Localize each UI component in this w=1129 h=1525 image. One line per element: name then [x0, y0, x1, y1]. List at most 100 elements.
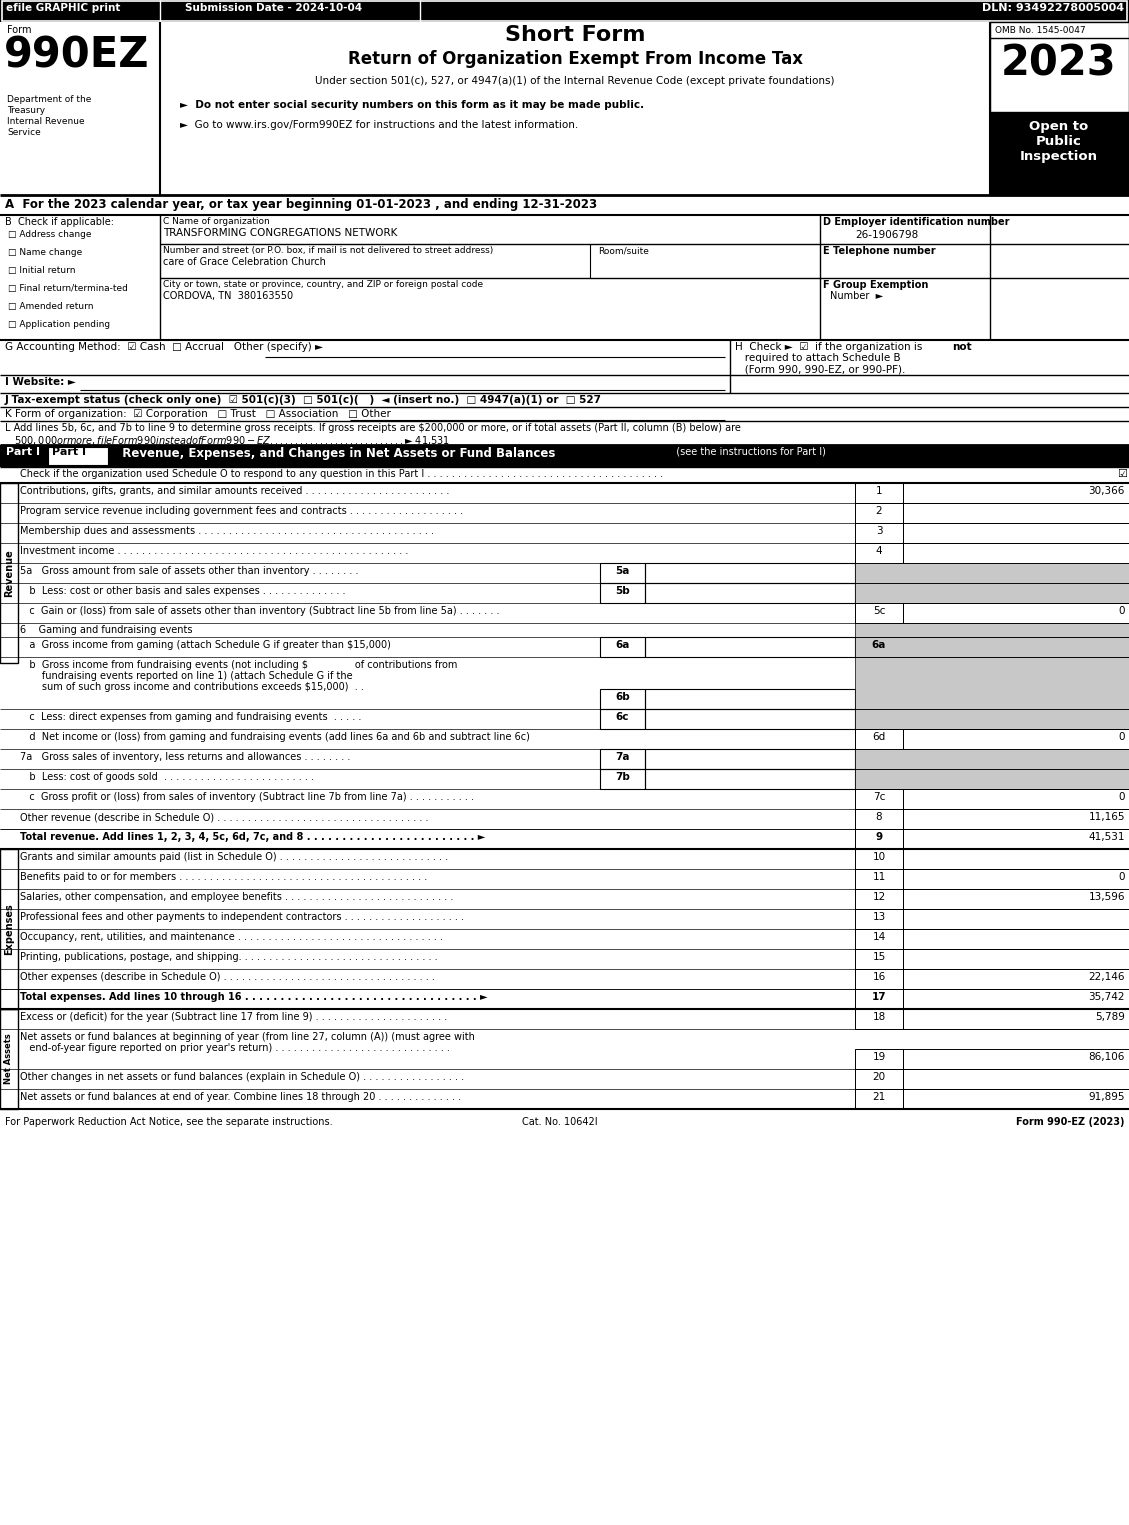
Text: H  Check ►  ☑  if the organization is: H Check ► ☑ if the organization is — [735, 342, 926, 352]
Text: I Website: ►: I Website: ► — [5, 377, 76, 387]
Text: Program service revenue including government fees and contracts . . . . . . . . : Program service revenue including govern… — [20, 506, 463, 515]
Bar — [855, 543, 903, 563]
Bar — [903, 909, 1129, 929]
Bar — [903, 503, 1129, 523]
Text: Return of Organization Exempt From Income Tax: Return of Organization Exempt From Incom… — [348, 50, 803, 69]
Text: □ Name change: □ Name change — [8, 249, 82, 258]
Text: 2023: 2023 — [1001, 43, 1117, 84]
Bar — [855, 968, 903, 990]
Bar — [903, 483, 1129, 503]
Bar — [903, 523, 1129, 543]
Bar — [645, 769, 855, 788]
Text: □ Amended return: □ Amended return — [8, 302, 94, 311]
Text: 20: 20 — [873, 1072, 885, 1083]
Text: 5c: 5c — [873, 605, 885, 616]
Text: b  Less: cost of goods sold  . . . . . . . . . . . . . . . . . . . . . . . . .: b Less: cost of goods sold . . . . . . .… — [20, 772, 314, 782]
Text: 8: 8 — [876, 811, 882, 822]
Text: required to attach Schedule B: required to attach Schedule B — [735, 352, 901, 363]
Text: $500,000 or more, file Form 990 instead of Form 990-EZ . . . . . . . . . . . . .: $500,000 or more, file Form 990 instead … — [5, 435, 450, 447]
Bar — [599, 749, 645, 769]
Bar — [903, 1010, 1129, 1029]
Bar — [645, 689, 855, 709]
Text: ►  Do not enter social security numbers on this form as it may be made public.: ► Do not enter social security numbers o… — [180, 101, 645, 110]
Bar — [903, 869, 1129, 889]
Text: 3: 3 — [876, 526, 882, 535]
Text: J Tax-exempt status (check only one)  ☑ 501(c)(3)  □ 501(c)(   )  ◄ (insert no.): J Tax-exempt status (check only one) ☑ 5… — [5, 395, 602, 406]
Text: Expenses: Expenses — [5, 903, 14, 955]
Bar — [855, 889, 903, 909]
Text: D Employer identification number: D Employer identification number — [823, 217, 1009, 227]
Text: fundraising events reported on line 1) (attach Schedule G if the: fundraising events reported on line 1) (… — [20, 671, 352, 682]
Text: Department of the: Department of the — [7, 95, 91, 104]
Text: Open to
Public
Inspection: Open to Public Inspection — [1019, 120, 1099, 163]
Text: 15: 15 — [873, 952, 885, 962]
Text: 41,531: 41,531 — [1088, 833, 1124, 842]
Text: Revenue, Expenses, and Changes in Net Assets or Fund Balances: Revenue, Expenses, and Changes in Net As… — [114, 447, 555, 461]
Text: c  Gross profit or (loss) from sales of inventory (Subtract line 7b from line 7a: c Gross profit or (loss) from sales of i… — [20, 791, 474, 802]
Text: 11,165: 11,165 — [1088, 811, 1124, 822]
Bar — [855, 849, 903, 869]
Text: City or town, state or province, country, and ZIP or foreign postal code: City or town, state or province, country… — [163, 281, 483, 290]
Bar — [903, 543, 1129, 563]
Bar — [645, 563, 855, 583]
Bar — [855, 1069, 903, 1089]
Text: Occupancy, rent, utilities, and maintenance . . . . . . . . . . . . . . . . . . : Occupancy, rent, utilities, and maintena… — [20, 932, 443, 942]
Text: Number and street (or P.O. box, if mail is not delivered to street address): Number and street (or P.O. box, if mail … — [163, 246, 493, 255]
Text: Other expenses (describe in Schedule O) . . . . . . . . . . . . . . . . . . . . : Other expenses (describe in Schedule O) … — [20, 971, 435, 982]
Bar — [903, 1089, 1129, 1109]
Text: Excess or (deficit) for the year (Subtract line 17 from line 9) . . . . . . . . : Excess or (deficit) for the year (Subtra… — [20, 1013, 447, 1022]
Text: Form 990-EZ (2023): Form 990-EZ (2023) — [1015, 1116, 1124, 1127]
Text: L Add lines 5b, 6c, and 7b to line 9 to determine gross receipts. If gross recei: L Add lines 5b, 6c, and 7b to line 9 to … — [5, 422, 741, 433]
Text: B  Check if applicable:: B Check if applicable: — [5, 217, 114, 227]
Text: Net Assets: Net Assets — [5, 1034, 14, 1084]
Text: 13,596: 13,596 — [1088, 892, 1124, 901]
Bar — [903, 889, 1129, 909]
Bar — [855, 788, 903, 808]
Bar — [903, 1069, 1129, 1089]
Text: K Form of organization:  ☑ Corporation   □ Trust   □ Association   □ Other: K Form of organization: ☑ Corporation □ … — [5, 409, 391, 419]
Bar — [645, 637, 855, 657]
Text: 10: 10 — [873, 852, 885, 862]
Text: Total revenue. Add lines 1, 2, 3, 4, 5c, 6d, 7c, and 8 . . . . . . . . . . . . .: Total revenue. Add lines 1, 2, 3, 4, 5c,… — [20, 833, 485, 842]
Text: a  Gross income from gaming (attach Schedule G if greater than $15,000): a Gross income from gaming (attach Sched… — [20, 640, 391, 650]
Text: b  Gross income from fundraising events (not including $               of contri: b Gross income from fundraising events (… — [20, 660, 457, 669]
Text: Under section 501(c), 527, or 4947(a)(1) of the Internal Revenue Code (except pr: Under section 501(c), 527, or 4947(a)(1)… — [315, 76, 834, 85]
Text: 21: 21 — [873, 1092, 885, 1103]
Bar — [0, 849, 18, 1010]
Text: 1: 1 — [876, 486, 882, 496]
Text: F Group Exemption: F Group Exemption — [823, 281, 928, 290]
Text: Room/suite: Room/suite — [598, 246, 649, 255]
Text: 6a: 6a — [872, 640, 886, 650]
Text: Service: Service — [7, 128, 41, 137]
Text: 7a: 7a — [615, 752, 630, 762]
Text: Investment income . . . . . . . . . . . . . . . . . . . . . . . . . . . . . . . : Investment income . . . . . . . . . . . … — [20, 546, 409, 557]
Text: ☑: ☑ — [1117, 470, 1127, 479]
Text: end-of-year figure reported on prior year's return) . . . . . . . . . . . . . . : end-of-year figure reported on prior yea… — [20, 1043, 449, 1052]
Text: ►  Go to www.irs.gov/Form990EZ for instructions and the latest information.: ► Go to www.irs.gov/Form990EZ for instru… — [180, 120, 578, 130]
Bar — [2, 2, 1127, 21]
Bar — [855, 624, 1129, 637]
Text: 91,895: 91,895 — [1088, 1092, 1124, 1103]
Text: 7b: 7b — [615, 772, 630, 782]
Bar — [855, 602, 903, 624]
Bar — [599, 769, 645, 788]
Text: 19: 19 — [873, 1052, 885, 1061]
Bar — [855, 583, 1129, 602]
Text: 990EZ: 990EZ — [5, 34, 149, 76]
Text: 13: 13 — [873, 912, 885, 923]
Text: □ Application pending: □ Application pending — [8, 320, 111, 329]
Text: care of Grace Celebration Church: care of Grace Celebration Church — [163, 258, 326, 267]
Bar — [855, 1089, 903, 1109]
Text: Cat. No. 10642I: Cat. No. 10642I — [523, 1116, 598, 1127]
Text: Professional fees and other payments to independent contractors . . . . . . . . : Professional fees and other payments to … — [20, 912, 464, 923]
Text: 5a: 5a — [615, 566, 630, 576]
Bar — [903, 602, 1129, 624]
Text: c  Less: direct expenses from gaming and fundraising events  . . . . .: c Less: direct expenses from gaming and … — [20, 712, 361, 721]
Bar — [903, 637, 1129, 657]
Bar — [599, 637, 645, 657]
Text: 4: 4 — [876, 546, 882, 557]
Text: Contributions, gifts, grants, and similar amounts received . . . . . . . . . . .: Contributions, gifts, grants, and simila… — [20, 486, 449, 496]
Bar — [0, 0, 1129, 21]
Bar — [903, 929, 1129, 949]
Bar — [990, 111, 1129, 195]
